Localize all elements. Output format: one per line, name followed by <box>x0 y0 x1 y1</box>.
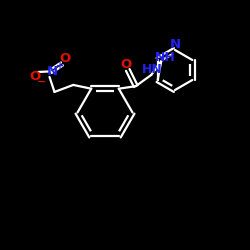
Text: O: O <box>120 58 132 71</box>
Text: +: + <box>56 62 64 72</box>
Text: −: − <box>36 76 46 86</box>
Text: O: O <box>60 52 71 65</box>
Text: O: O <box>29 70 40 83</box>
Text: HN: HN <box>142 63 163 76</box>
Text: N: N <box>46 65 58 78</box>
Text: NH: NH <box>156 51 176 64</box>
Text: N: N <box>170 38 180 51</box>
